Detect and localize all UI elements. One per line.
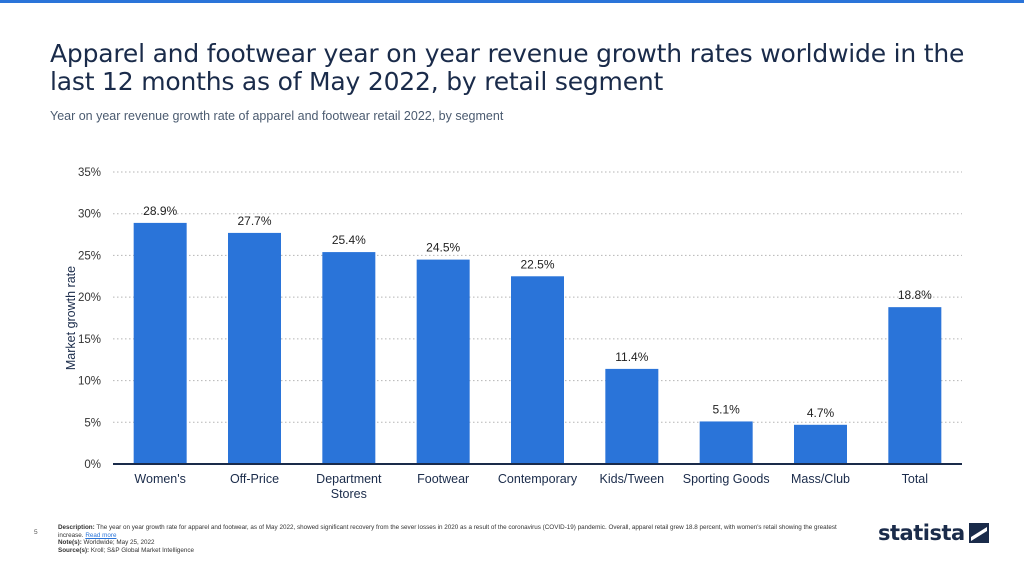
x-tick-label: Off-Price <box>230 472 279 486</box>
y-tick-label: 25% <box>78 250 101 262</box>
bar <box>605 368 659 464</box>
bar-value-label: 5.1% <box>712 402 740 416</box>
y-tick-label: 30% <box>78 209 101 221</box>
bar <box>416 259 470 464</box>
page-title: Apparel and footwear year on year revenu… <box>50 39 965 96</box>
x-tick-label: Kids/Tween <box>600 472 665 486</box>
x-tick-label: Total <box>902 472 928 486</box>
notes-label: Note(s): <box>58 539 82 547</box>
y-tick-label: 0% <box>84 459 101 471</box>
x-tick-label: Footwear <box>417 472 469 486</box>
bar-value-label: 11.4% <box>615 350 648 364</box>
bar-value-label: 24.5% <box>426 241 460 255</box>
chart-subtitle: Year on year revenue growth rate of appa… <box>50 109 504 123</box>
bar-value-label: 25.4% <box>332 233 366 247</box>
y-tick-label: 35% <box>78 167 101 179</box>
y-tick-label: 10% <box>78 376 101 388</box>
bar <box>794 424 847 464</box>
bar-value-label: 22.5% <box>520 257 554 271</box>
bar-value-label: 18.8% <box>898 288 932 302</box>
bar <box>133 222 187 464</box>
description-label: Description: <box>58 524 95 531</box>
description-text: The year on year growth rate for apparel… <box>58 524 837 539</box>
notes: Note(s): Worldwide; May 25, 2022 <box>58 539 848 547</box>
bar-value-label: 4.7% <box>807 406 835 420</box>
x-tick-label: Department Stores <box>316 472 382 501</box>
source-label: Source(s): <box>58 546 90 554</box>
y-tick-label: 20% <box>78 292 101 304</box>
page-number: 5 <box>34 529 38 536</box>
statista-logo-icon <box>968 523 989 543</box>
y-tick-label: 5% <box>84 417 101 429</box>
source: Source(s): Kroll; S&P Global Market Inte… <box>58 547 848 555</box>
notes-text: Worldwide; May 25, 2022 <box>83 539 155 547</box>
bar <box>228 232 281 464</box>
bar-value-label: 27.7% <box>237 214 271 228</box>
description: Description: The year on year growth rat… <box>58 524 848 539</box>
bar <box>511 276 564 464</box>
statista-logo[interactable]: statista <box>878 521 989 545</box>
bar-value-label: 28.9% <box>143 204 177 218</box>
y-axis-title: Market growth rate <box>64 266 78 370</box>
read-more-link[interactable]: Read more <box>85 531 117 539</box>
x-tick-label: Contemporary <box>498 472 578 486</box>
logo-text: statista <box>878 521 965 545</box>
top-accent-bar <box>0 0 1024 3</box>
x-tick-label: Women's <box>134 472 185 486</box>
x-tick-label: Sporting Goods <box>683 472 770 486</box>
bar <box>699 421 753 464</box>
bar-chart: 0% 5% 10% 15% 20% 25% 30% 35% Market growth rate… <box>64 167 962 501</box>
y-tick-label: 15% <box>78 334 101 346</box>
bar <box>888 307 942 464</box>
x-tick-label: Mass/Club <box>791 472 850 486</box>
source-text: Kroll; S&P Global Market Intelligence <box>90 546 195 554</box>
bar <box>322 252 376 464</box>
